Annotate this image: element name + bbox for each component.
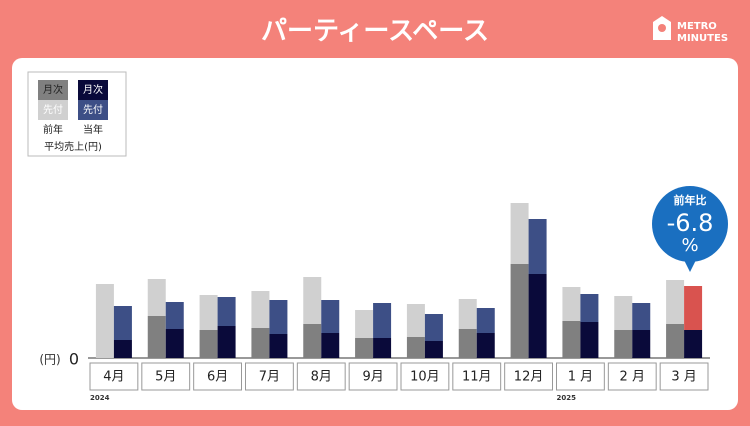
year-label: 2025 (557, 394, 577, 402)
x-label-box (504, 362, 553, 391)
x-label-box (556, 362, 605, 391)
legend-label: 先付 (83, 103, 103, 116)
bar-segment (424, 314, 443, 341)
bar-segment (580, 294, 599, 322)
bar-segment (684, 330, 703, 358)
legend-title: 平均売上(円) (44, 140, 102, 153)
y-tick-label: 0 (69, 350, 79, 369)
legend-swatch (78, 100, 108, 120)
x-label-box (296, 362, 346, 391)
legend: 月次 先付 月次 先付 前年 当年 平均売上(円) (27, 71, 127, 157)
bar-segment (165, 302, 184, 329)
bar-segment (476, 333, 495, 358)
bar-segment (95, 284, 114, 358)
x-tick-label: 6月 (207, 370, 228, 385)
bar-segment (684, 286, 703, 330)
legend-swatch (38, 80, 68, 100)
chart-title: パーティースペース (261, 17, 489, 47)
x-tick-label: 1 月 (568, 370, 593, 385)
bar-segment (632, 330, 651, 358)
bar-segment (217, 297, 236, 326)
bar-segment (269, 300, 288, 334)
bar-segment (614, 330, 633, 358)
x-label-box (348, 362, 398, 391)
bar-segment (373, 303, 392, 338)
bar-segment (355, 310, 374, 338)
x-label-box (400, 362, 450, 391)
callout-value: -6.8 (667, 209, 714, 237)
bar-segment (251, 291, 270, 328)
bar-segment (632, 303, 651, 330)
bar-segment (303, 277, 322, 324)
callout-unit: % (681, 235, 698, 256)
x-label-box (89, 362, 139, 391)
y-unit: (円) (39, 353, 60, 367)
bar-segment (165, 329, 184, 358)
bar-segment (528, 274, 547, 358)
bar-segment (355, 338, 374, 358)
x-label-box (452, 362, 502, 391)
bar-segment (510, 203, 529, 264)
legend-swatch (78, 80, 108, 100)
legend-label: 月次 (43, 83, 63, 96)
bar-segment (406, 337, 425, 358)
bar-segment (199, 295, 218, 330)
x-tick-label: 3 月 (671, 370, 696, 385)
legend-label: 先付 (43, 103, 63, 116)
brand-line: METRO (677, 21, 717, 32)
x-label-box (659, 362, 709, 391)
x-tick-label: 10月 (410, 370, 440, 385)
bar-segment (217, 326, 236, 358)
bar-segment (580, 322, 599, 358)
logo-dot (658, 24, 666, 32)
bar-segment (113, 340, 132, 358)
callout-label: 前年比 (674, 193, 707, 207)
legend-label: 月次 (83, 83, 103, 96)
legend-label: 前年 (43, 123, 63, 136)
bar-segment (251, 328, 270, 358)
x-tick-label: 8月 (311, 370, 332, 385)
year-label: 2024 (90, 394, 110, 402)
x-label-box (607, 362, 657, 391)
bar-segment (373, 338, 392, 358)
x-label-box (193, 362, 243, 391)
bar-segment (147, 279, 166, 316)
x-tick-label: 7月 (259, 370, 280, 385)
bar-segment (424, 341, 443, 358)
bar-segment (269, 334, 288, 358)
bar-segment (113, 306, 132, 340)
bar-segment (458, 299, 477, 329)
x-tick-label: 12月 (514, 370, 544, 385)
x-tick-label: 9月 (362, 370, 383, 385)
bar-segment (562, 321, 581, 358)
legend-swatch (38, 100, 68, 120)
logo: METRO MINUTES (653, 16, 728, 44)
x-tick-label: 2 月 (620, 370, 645, 385)
x-tick-label: 4月 (103, 370, 124, 385)
bar-segment (666, 324, 685, 358)
bar-segment (199, 330, 218, 358)
bar-segment (321, 333, 340, 358)
brand-line: MINUTES (677, 33, 728, 44)
bar-segment (406, 304, 425, 337)
bar-segment (476, 308, 495, 333)
callout (652, 186, 728, 262)
bar-segment (321, 300, 340, 333)
x-tick-label: 5月 (155, 370, 176, 385)
bar-segment (562, 287, 581, 321)
bar-segment (303, 324, 322, 358)
x-label-box (245, 362, 294, 391)
x-tick-label: 11月 (462, 370, 492, 385)
panel (12, 58, 738, 410)
bar-segment (614, 296, 633, 330)
bar-segment (510, 264, 529, 358)
bar-segment (528, 219, 547, 274)
bar-segment (666, 280, 685, 324)
bar-segment (458, 329, 477, 358)
legend-label: 当年 (83, 123, 103, 136)
bar-segment (147, 316, 166, 358)
x-label-box (141, 362, 191, 391)
